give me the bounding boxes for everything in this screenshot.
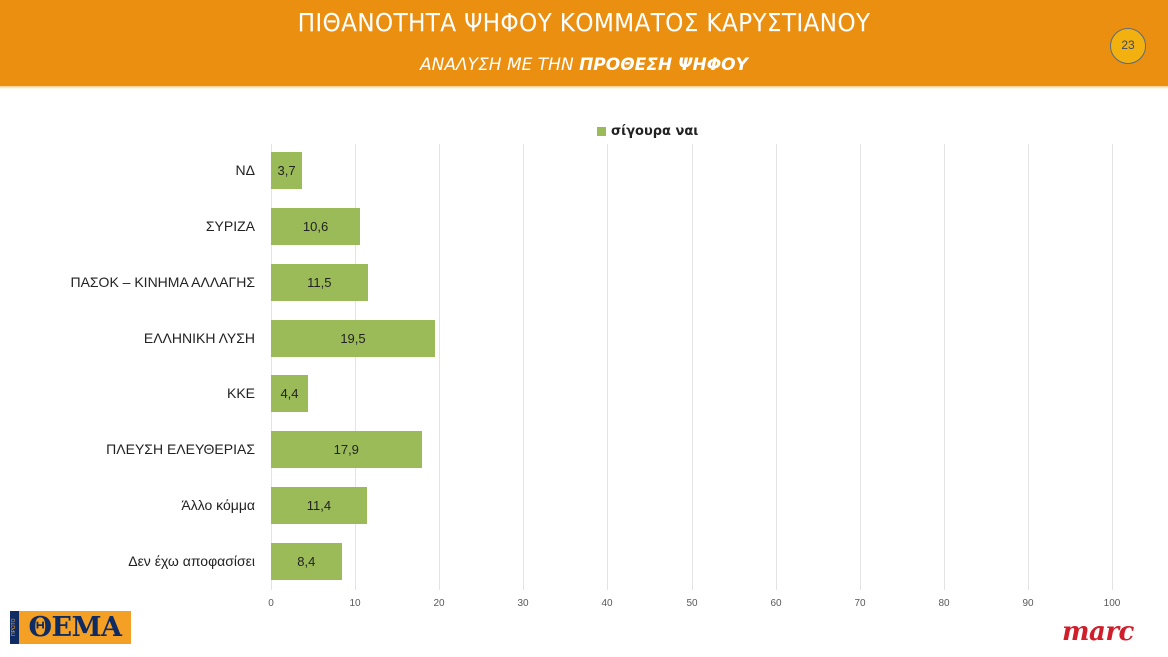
gridline: [944, 144, 945, 590]
bar: 11,4: [271, 487, 367, 524]
category-label: ΕΛΛΗΝΙΚΗ ΛΥΣΗ: [143, 330, 255, 346]
gridline: [523, 144, 524, 590]
gridline: [860, 144, 861, 590]
bar-value-label: 17,9: [333, 442, 359, 457]
x-tick-label: 30: [517, 598, 529, 609]
legend-swatch-icon: [597, 126, 606, 136]
bar-value-label: 19,5: [340, 331, 366, 346]
proto-thema-logo: ΠΡΩΤΟ ΘΕΜΑ: [10, 611, 131, 644]
x-tick-label: 80: [938, 598, 950, 609]
bar-value-label: 3,7: [277, 163, 296, 178]
x-tick-label: 90: [1022, 598, 1034, 609]
gridline: [776, 144, 777, 590]
gridline: [439, 144, 440, 590]
bar-value-label: 11,5: [307, 275, 332, 290]
bar: 11,5: [271, 264, 368, 301]
gridline: [607, 144, 608, 590]
header-shadow: [0, 86, 1168, 89]
category-label: ΠΛΕΥΣΗ ΕΛΕΥΘΕΡΙΑΣ: [106, 441, 255, 457]
page-number-badge: 23: [1110, 28, 1146, 64]
header-banner: ΠΙΘΑΝΟΤΗΤΑ ΨΗΦΟΥ ΚΟΜΜΑΤΟΣ ΚΑΡΥΣΤΙΑΝΟΥ ΑΝ…: [0, 0, 1168, 86]
page-subtitle: ΑΝΑΛΥΣΗ ΜΕ ΤΗΝ ΠΡΟΘΕΣΗ ΨΗΦΟΥ: [0, 55, 1168, 75]
gridline: [1112, 144, 1113, 590]
logo-main-text: ΘΕΜΑ: [28, 612, 122, 643]
marc-logo: marc: [1062, 617, 1134, 647]
bar: 8,4: [271, 543, 342, 580]
page-title: ΠΙΘΑΝΟΤΗΤΑ ΨΗΦΟΥ ΚΟΜΜΑΤΟΣ ΚΑΡΥΣΤΙΑΝΟΥ: [297, 8, 871, 37]
x-tick-label: 100: [1103, 598, 1121, 609]
bar: 10,6: [271, 208, 361, 245]
bar: 19,5: [271, 320, 435, 357]
bar-value-label: 11,4: [306, 498, 332, 513]
category-label: ΚΚΕ: [226, 385, 255, 401]
x-tick-label: 0: [268, 598, 274, 609]
bar: 3,7: [271, 152, 303, 189]
x-tick-label: 60: [770, 598, 782, 609]
gridline: [1028, 144, 1029, 590]
chart-plot-area: 0 10 20 30 40 50 60 70 80 90 100 3,7 10,6 11,5 19,5 4,4…: [268, 144, 1120, 609]
x-tick-label: 10: [349, 598, 361, 609]
bar: 17,9: [271, 431, 422, 468]
gridline: [692, 144, 693, 590]
x-tick-label: 70: [854, 598, 866, 609]
x-tick-label: 50: [686, 598, 698, 609]
category-label: ΝΔ: [235, 162, 255, 178]
logo-side-text: ΠΡΩΤΟ: [10, 611, 19, 644]
legend-label: σίγουρα ναι: [611, 123, 699, 139]
gridline: [355, 144, 356, 590]
category-label: Άλλο κόμμα: [181, 497, 255, 513]
category-label: ΠΑΣΟΚ – ΚΙΝΗΜΑ ΑΛΛΑΓΗΣ: [70, 274, 255, 290]
x-tick-label: 40: [601, 598, 613, 609]
gridline: [271, 144, 272, 590]
chart-legend: σίγουρα ναι: [597, 123, 698, 139]
bar-value-label: 8,4: [297, 554, 316, 569]
subtitle-prefix: ΑΝΑΛΥΣΗ ΜΕ ΤΗΝ: [420, 55, 580, 75]
category-label: Δεν έχω αποφασίσει: [128, 553, 255, 569]
x-tick-label: 20: [433, 598, 445, 609]
bar-value-label: 4,4: [280, 386, 299, 401]
category-label: ΣΥΡΙΖΑ: [205, 218, 255, 234]
bar: 4,4: [271, 375, 308, 412]
subtitle-bold: ΠΡΟΘΕΣΗ ΨΗΦΟΥ: [579, 55, 748, 75]
bar-value-label: 10,6: [302, 219, 329, 234]
